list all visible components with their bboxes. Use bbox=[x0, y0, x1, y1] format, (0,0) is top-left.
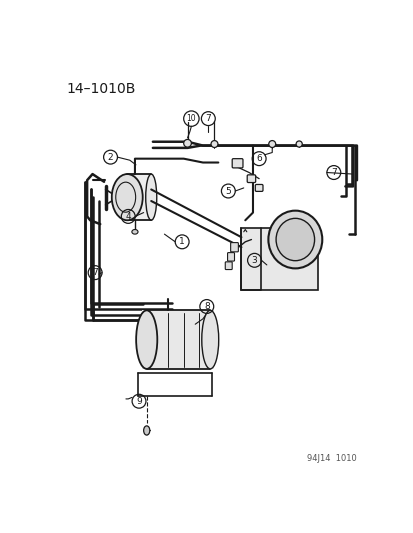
FancyBboxPatch shape bbox=[230, 243, 238, 252]
Circle shape bbox=[268, 141, 275, 148]
Ellipse shape bbox=[268, 211, 321, 269]
FancyBboxPatch shape bbox=[225, 262, 232, 270]
FancyBboxPatch shape bbox=[255, 184, 262, 191]
Text: 2: 2 bbox=[107, 152, 113, 161]
Text: 1: 1 bbox=[179, 237, 185, 246]
Text: 7: 7 bbox=[92, 268, 98, 277]
Ellipse shape bbox=[132, 230, 138, 234]
Circle shape bbox=[183, 140, 191, 147]
FancyBboxPatch shape bbox=[247, 175, 255, 182]
Text: 4: 4 bbox=[125, 212, 131, 221]
Text: 5: 5 bbox=[225, 187, 231, 196]
Text: 8: 8 bbox=[204, 302, 209, 311]
Text: 7: 7 bbox=[205, 114, 211, 123]
Text: 3: 3 bbox=[251, 256, 257, 265]
Polygon shape bbox=[123, 174, 151, 220]
Ellipse shape bbox=[145, 174, 157, 220]
Circle shape bbox=[211, 141, 217, 148]
Text: 94J14  1010: 94J14 1010 bbox=[306, 454, 356, 463]
Text: 10: 10 bbox=[186, 114, 196, 123]
FancyBboxPatch shape bbox=[227, 253, 234, 261]
Text: 9: 9 bbox=[136, 397, 142, 406]
Polygon shape bbox=[142, 310, 214, 369]
FancyBboxPatch shape bbox=[241, 228, 318, 289]
Ellipse shape bbox=[143, 426, 150, 435]
Ellipse shape bbox=[112, 174, 142, 220]
Circle shape bbox=[295, 141, 301, 147]
Text: 14–1010B: 14–1010B bbox=[66, 82, 136, 95]
Ellipse shape bbox=[136, 310, 157, 369]
FancyBboxPatch shape bbox=[232, 159, 242, 168]
Text: 7: 7 bbox=[330, 168, 336, 177]
Ellipse shape bbox=[275, 219, 314, 261]
Ellipse shape bbox=[201, 310, 218, 369]
Text: 6: 6 bbox=[256, 154, 261, 163]
